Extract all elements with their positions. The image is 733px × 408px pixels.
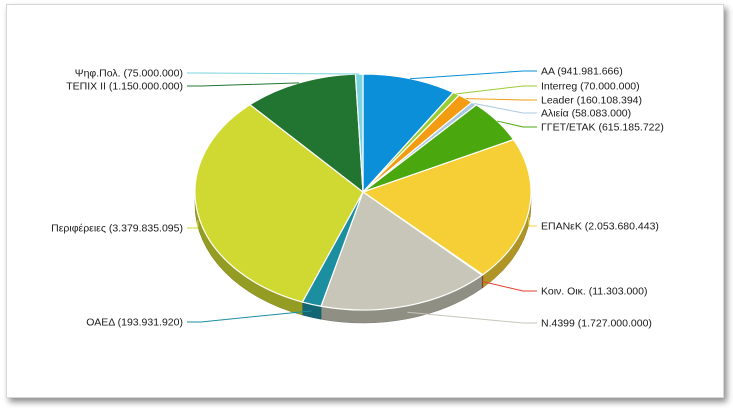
data-label-περιφέρειες: Περιφέρειες (3.379.835.095) — [51, 223, 183, 235]
pie-slice-επανεκ — [361, 138, 532, 276]
data-label-επανεκ: ΕΠΑΝεΚ (2.053.680.443) — [541, 221, 659, 233]
pie-slice-ν-4399 — [320, 191, 484, 311]
leader-line-leader — [465, 98, 537, 101]
leader-line-ψηφ-πολ — [187, 72, 360, 75]
leader-line-αα — [409, 70, 537, 80]
data-label-interreg: Interreg (70.000.000) — [541, 81, 640, 93]
data-label-ψηφ-πολ: Ψηφ.Πολ. (75.000.000) — [75, 68, 183, 80]
leader-line-τεπιχ-ιι — [187, 82, 299, 87]
data-label-κοιν-οικ: Κοιν. Οικ. (11.303.000) — [541, 286, 647, 298]
data-label-leader: Leader (160.108.394) — [541, 95, 642, 107]
pie-slice-αα — [362, 73, 455, 194]
leader-line-ν-4399 — [407, 311, 537, 324]
leader-line-κοιν-οικ — [482, 281, 537, 292]
slice-labels: ΑΑ (941.981.666) Interreg (70.000.000) Lea… — [51, 66, 664, 330]
data-label-αλιεία: Αλιεία (58.083.000) — [541, 108, 631, 120]
data-label-γγετ-ετακ: ΓΓΕΤ/ΕΤΑΚ (615.185.722) — [541, 122, 664, 134]
leader-line-οαεδ — [187, 310, 312, 323]
data-label-αα: ΑΑ (941.981.666) — [541, 66, 623, 78]
leader-line-γγετ-ετακ — [497, 120, 537, 128]
data-label-οαεδ: ΟΑΕΔ (193.931.920) — [86, 317, 183, 329]
leader-line-επανεκ — [528, 217, 537, 227]
pie-slice-περιφέρειες — [194, 103, 364, 303]
data-label-τεπιχ-ιι: ΤΕΠΙΧ ΙΙ (1.150.000.000) — [66, 81, 183, 93]
pie-slices — [194, 73, 532, 311]
leader-line-αλιεία — [474, 103, 537, 114]
leader-line-περιφέρειες — [187, 220, 199, 229]
data-label-ν-4399: Ν.4399 (1.727.000.000) — [541, 318, 652, 330]
leader-line-interreg — [456, 85, 537, 95]
